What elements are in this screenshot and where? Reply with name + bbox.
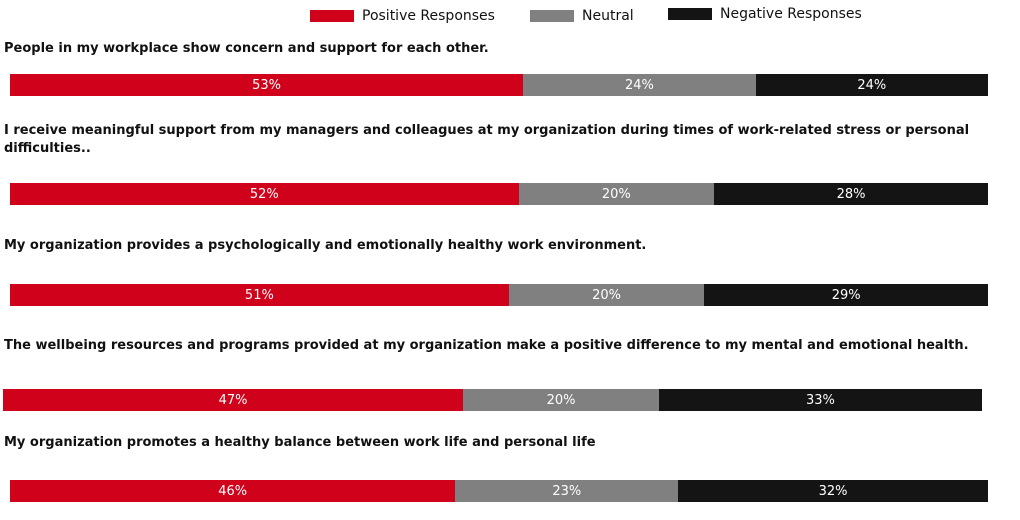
- bar-segment-positive: 46%: [10, 480, 456, 502]
- bar-row: 53% 24% 24%: [10, 74, 988, 96]
- bar-row: 46% 23% 32%: [10, 480, 988, 502]
- data-label-negative: 29%: [831, 287, 861, 303]
- bar-segment-negative: 28%: [714, 183, 988, 205]
- data-label-positive: 53%: [252, 77, 282, 93]
- data-label-negative: 24%: [857, 77, 887, 93]
- bar-segment-negative: 32%: [678, 480, 988, 502]
- bar-segment-neutral: 23%: [455, 480, 679, 502]
- data-label-neutral: 20%: [546, 392, 576, 408]
- data-label-positive: 52%: [249, 186, 279, 202]
- data-label-neutral: 24%: [624, 77, 654, 93]
- data-label-negative: 33%: [806, 392, 835, 408]
- bar-segment-negative: 29%: [704, 284, 988, 306]
- legend-swatch-negative: [668, 8, 712, 20]
- data-label-neutral: 20%: [601, 186, 631, 202]
- data-label-negative: 28%: [836, 186, 866, 202]
- data-label-positive: 46%: [218, 483, 248, 499]
- question-label: People in my workplace show concern and …: [4, 41, 489, 56]
- question-label: The wellbeing resources and programs pro…: [4, 338, 969, 353]
- legend-swatch-positive: [310, 10, 354, 22]
- legend-neutral: Neutral: [530, 8, 634, 24]
- bar-segment-positive: 53%: [10, 74, 524, 96]
- data-label-positive: 47%: [218, 392, 248, 408]
- bar-segment-neutral: 24%: [523, 74, 756, 96]
- legend-positive: Positive Responses: [310, 8, 495, 24]
- bar-segment-negative: 24%: [755, 74, 988, 96]
- legend-label-neutral: Neutral: [582, 8, 634, 24]
- bar-row: 52% 20% 28%: [10, 183, 988, 205]
- data-label-neutral: 20%: [592, 287, 622, 303]
- data-label-negative: 32%: [818, 483, 848, 499]
- bar-segment-neutral: 20%: [518, 183, 715, 205]
- legend-label-negative: Negative Responses: [720, 6, 862, 22]
- question-label: My organization provides a psychological…: [4, 238, 647, 253]
- question-label: I receive meaningful support from my man…: [4, 123, 970, 156]
- bar-segment-positive: 47%: [3, 389, 464, 411]
- question-label: My organization promotes a healthy balan…: [4, 435, 596, 450]
- bar-segment-positive: 51%: [10, 284, 509, 306]
- data-label-neutral: 23%: [552, 483, 582, 499]
- legend-label-positive: Positive Responses: [362, 8, 495, 24]
- bar-segment-positive: 52%: [10, 183, 519, 205]
- data-label-positive: 51%: [244, 287, 274, 303]
- bar-row: 51% 20% 29%: [10, 284, 988, 306]
- bar-row: 47% 20% 33%: [3, 389, 982, 411]
- bar-segment-negative: 33%: [658, 389, 982, 411]
- bar-segment-neutral: 20%: [508, 284, 705, 306]
- bar-segment-neutral: 20%: [463, 389, 659, 411]
- legend-negative: Negative Responses: [668, 6, 862, 22]
- legend-swatch-neutral: [530, 10, 574, 22]
